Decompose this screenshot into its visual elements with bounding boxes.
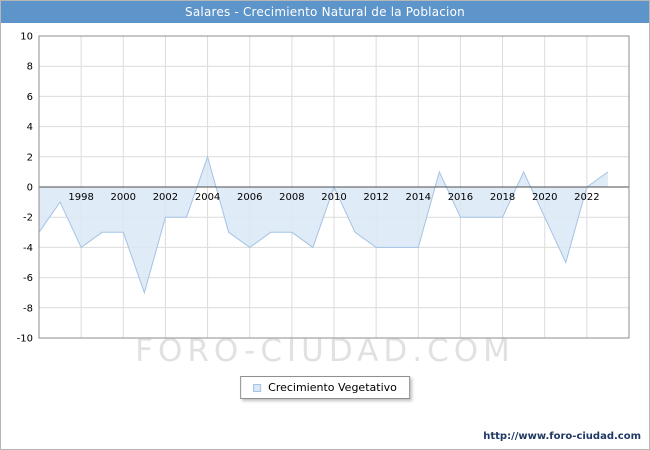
x-tick-label: 2002 xyxy=(153,192,178,203)
x-tick-label: 2012 xyxy=(363,192,388,203)
legend-marker-icon xyxy=(253,383,262,392)
y-tick-label: -6 xyxy=(23,273,33,284)
x-tick-label: 1998 xyxy=(68,192,93,203)
y-tick-label: -4 xyxy=(23,243,33,254)
plot-border xyxy=(38,35,630,339)
x-tick-label: 2004 xyxy=(195,192,220,203)
x-tick-label: 2022 xyxy=(574,192,599,203)
y-tick-label: 2 xyxy=(27,152,33,163)
footer-link[interactable]: http://www.foro-ciudad.com xyxy=(483,431,641,442)
area-series xyxy=(39,156,608,293)
y-tick-label: 4 xyxy=(27,122,33,133)
x-tick-label: 2006 xyxy=(237,192,262,203)
x-tick-label: 2020 xyxy=(532,192,557,203)
y-tick-label: -8 xyxy=(23,303,33,314)
legend: Crecimiento Vegetativo xyxy=(240,376,410,399)
legend-label: Crecimiento Vegetativo xyxy=(268,381,397,394)
y-tick-label: -2 xyxy=(23,213,33,224)
x-tick-label: 2000 xyxy=(111,192,136,203)
x-tick-label: 2010 xyxy=(321,192,346,203)
y-tick-label: -10 xyxy=(17,334,33,345)
line-series xyxy=(38,155,609,295)
y-tick-label: 8 xyxy=(27,62,33,73)
x-tick-label: 2016 xyxy=(448,192,473,203)
chart-title-bar: Salares - Crecimiento Natural de la Pobl… xyxy=(1,1,649,23)
y-tick-label: 10 xyxy=(20,32,33,43)
y-tick-label: 6 xyxy=(27,92,33,103)
area-chart: 10 8 6 4 2 0 -2 -4 -6 -8 -10 1998 2000 2002 2004 2006 20… xyxy=(17,32,630,345)
x-tick-label: 2008 xyxy=(279,192,304,203)
y-tick-label: 0 xyxy=(27,183,33,194)
x-tick-label: 2014 xyxy=(406,192,431,203)
x-tick-label: 2018 xyxy=(490,192,515,203)
